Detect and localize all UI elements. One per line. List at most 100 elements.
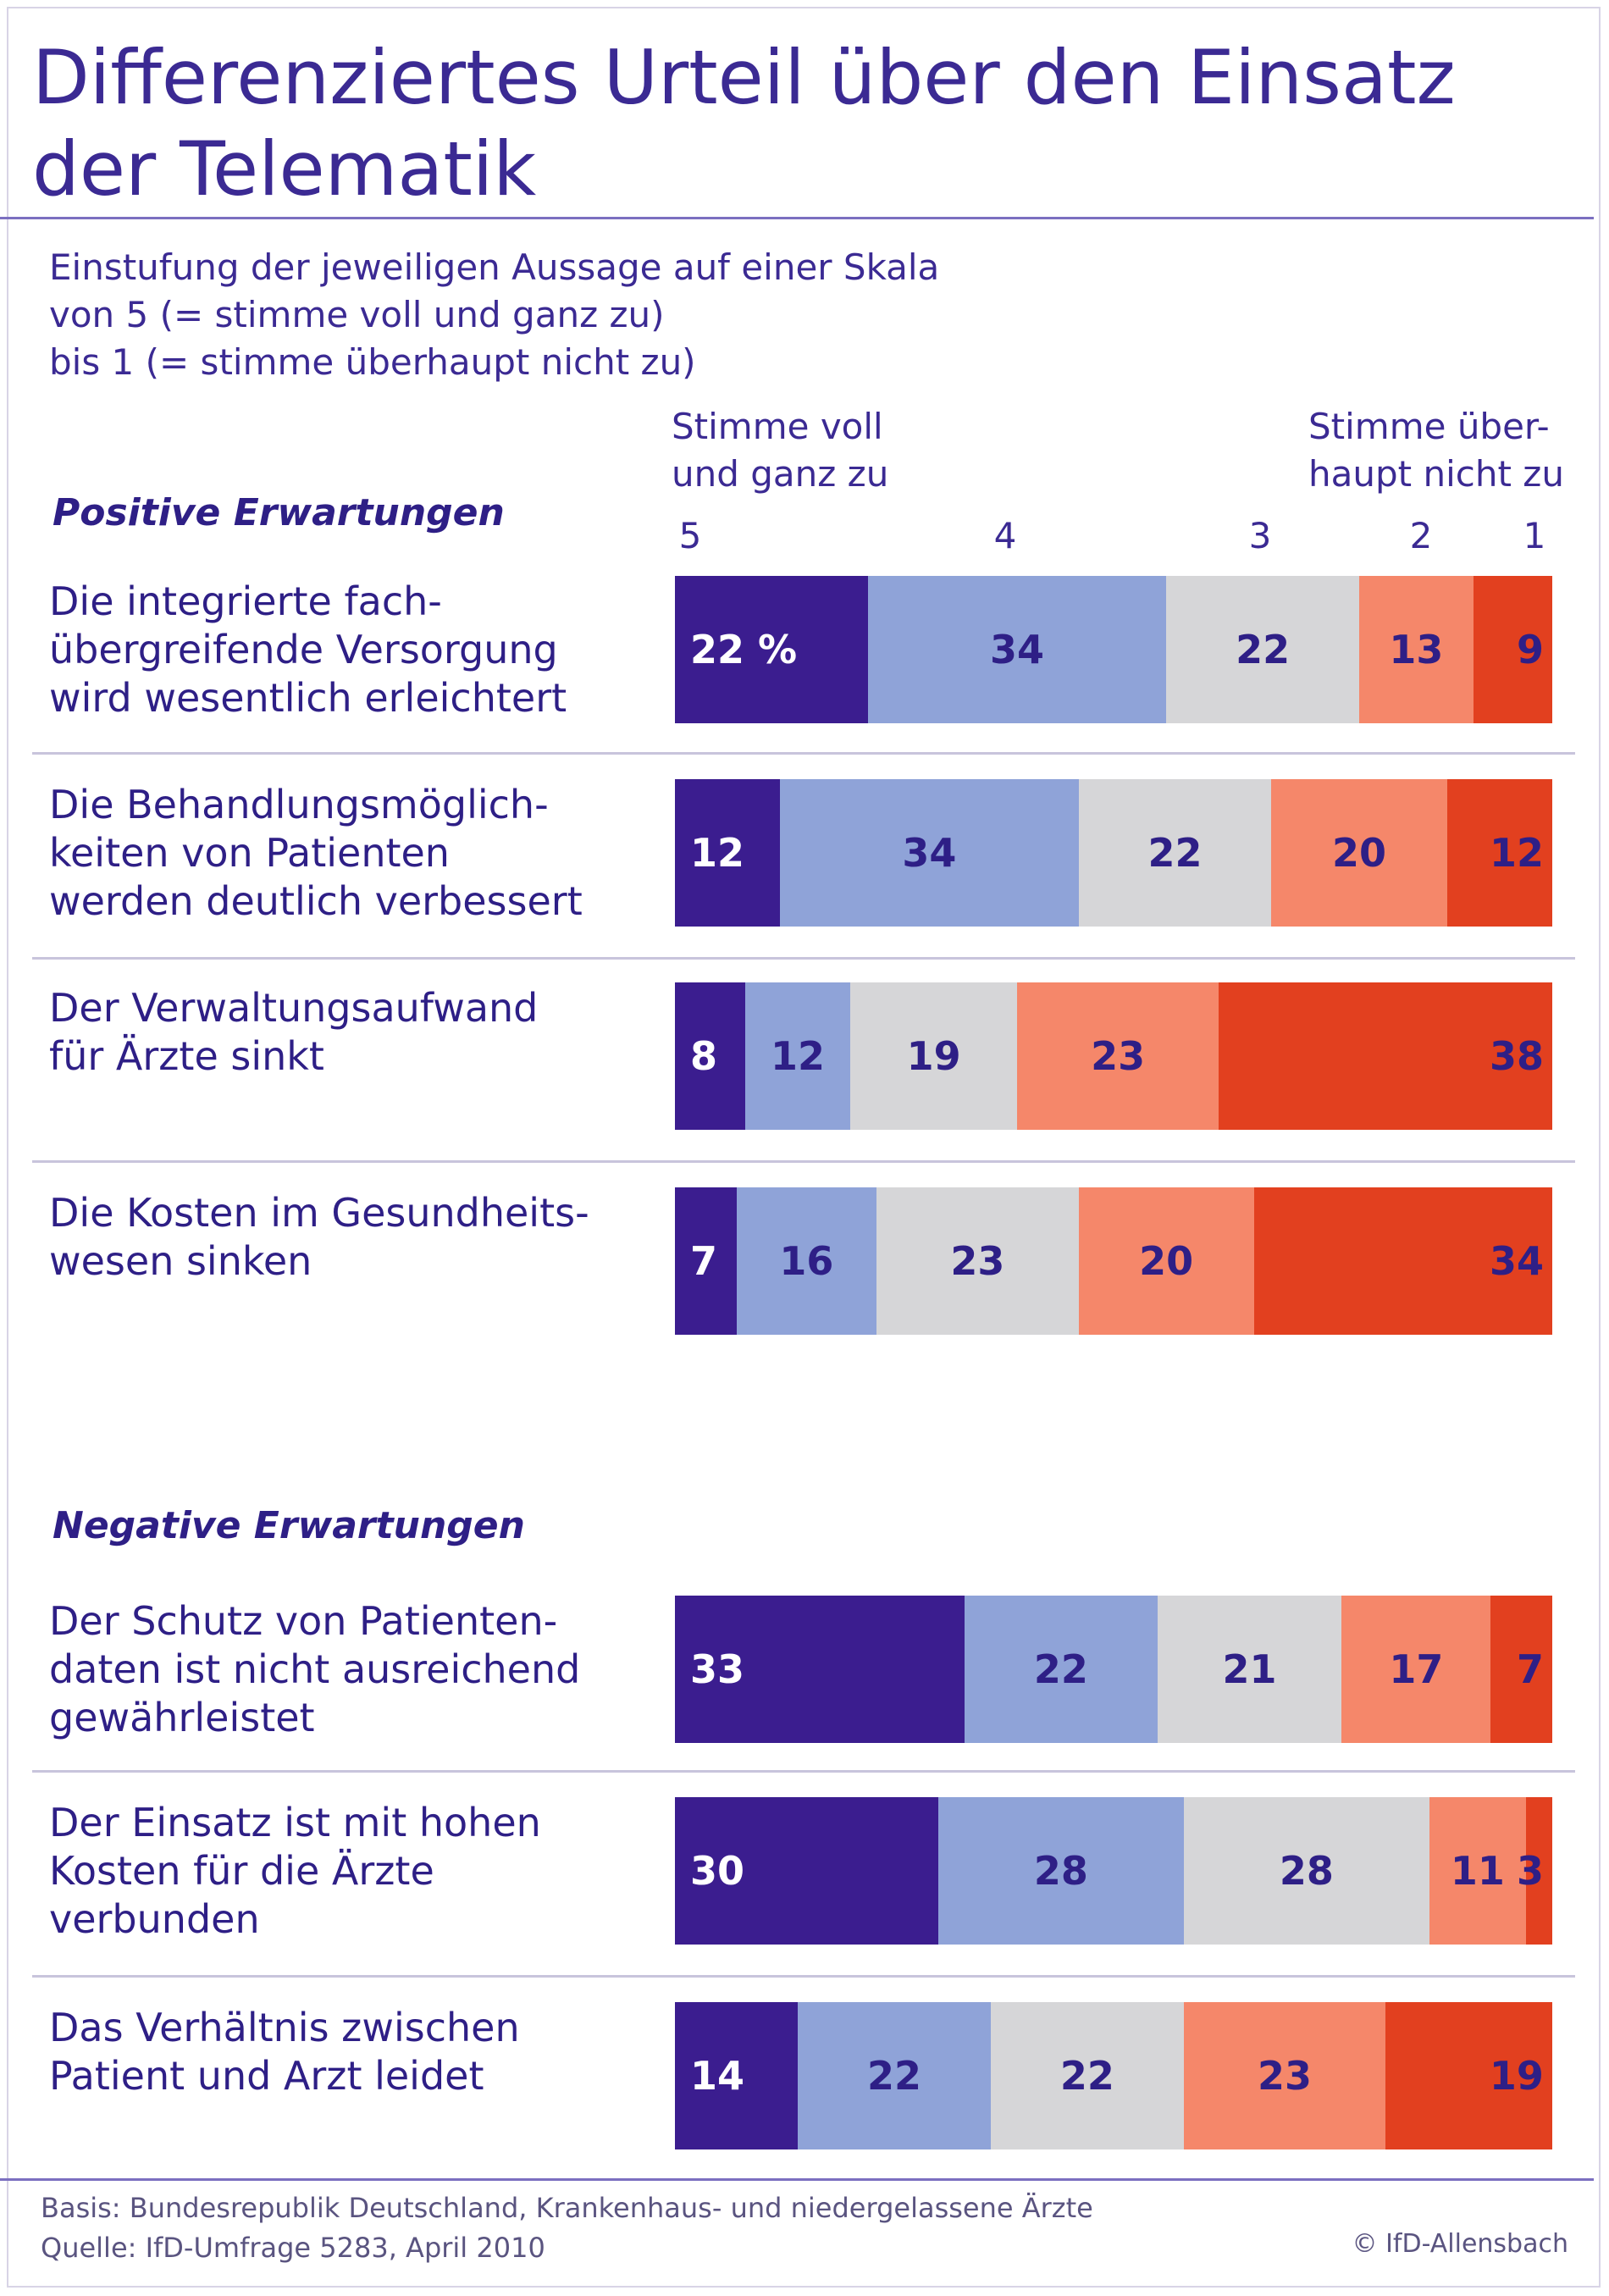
bar-segment-1: 19 (1385, 2002, 1552, 2149)
row-label-line: Der Verwaltungsaufwand (49, 985, 539, 1031)
data-label: 34 (990, 627, 1045, 672)
bar-segment-1: 38 (1219, 982, 1552, 1130)
row-label-line: Die Kosten im Gesundheits- (49, 1190, 589, 1236)
row-label: Die integrierte fach-übergreifende Verso… (49, 578, 659, 722)
bar-segment-5: 12 (675, 779, 781, 927)
bar-segment-1: 12 (1446, 779, 1552, 927)
row-label-line: gewährleistet (49, 1695, 315, 1740)
bar-segment-2: 23 (1183, 2002, 1386, 2149)
footer-basis: Basis: Bundesrepublik Deutschland, Krank… (41, 2192, 1093, 2224)
row-label-line: für Ärzte sinkt (49, 1033, 324, 1079)
row-label: Das Verhältnis zwischen Patient und Arzt … (49, 2004, 659, 2100)
bar-segment-3: 19 (850, 982, 1018, 1130)
data-label: 19 (1489, 2053, 1544, 2099)
row-label: Die Behandlungsmöglich-keiten von Patien… (49, 781, 659, 926)
row-label-line: keiten von Patienten (49, 830, 450, 876)
data-label: 14 (690, 2053, 745, 2099)
data-label: 17 (1389, 1646, 1444, 1692)
stacked-bar: 8 12 19 23 38 (675, 982, 1552, 1130)
scale-number-4: 4 (993, 515, 1017, 556)
bar-segment-4: 12 (744, 982, 851, 1130)
bar-segment-1: 9 (1473, 576, 1552, 723)
data-label: 23 (1091, 1033, 1146, 1079)
scale-number-1: 1 (1523, 515, 1546, 556)
row-label-line: Patient und Arzt leidet (49, 2053, 484, 2099)
scale-right-label-line-2: haupt nicht zu (1308, 453, 1564, 495)
footer-copyright: © IfD-Allensbach (1352, 2229, 1568, 2259)
bar-segment-4: 22 (798, 2002, 991, 2149)
bar-segment-1: 34 (1253, 1187, 1552, 1335)
row-divider (32, 1770, 1575, 1773)
bar-segment-5: 14 (675, 2002, 799, 2149)
bar-segment-2: 20 (1271, 779, 1447, 927)
bar-segment-2: 13 (1359, 576, 1474, 723)
subtitle: Einstufung der jeweiligen Aussage auf ei… (49, 244, 1235, 386)
row-label: Die Kosten im Gesundheits-wesen sinken (49, 1189, 659, 1286)
bar-segment-3: 22 (1078, 779, 1272, 927)
bar-segment-4: 34 (780, 779, 1079, 927)
scale-right-label-line-1: Stimme über- (1308, 406, 1550, 447)
data-label: 3 (1516, 1848, 1544, 1894)
scale-left-label-line-1: Stimme voll (672, 406, 883, 447)
subtitle-line-1: Einstufung der jeweiligen Aussage auf ei… (49, 246, 940, 288)
row-label-line: wird wesentlich erleichtert (49, 675, 567, 721)
scale-left-label: Stimme voll und ganz zu (672, 403, 888, 498)
data-label: 38 (1489, 1033, 1544, 1079)
data-label: 19 (906, 1033, 961, 1079)
bar-segment-3: 22 (1166, 576, 1360, 723)
row-label-line: werden deutlich verbessert (49, 878, 583, 924)
row-label: Der Einsatz ist mit hohen Kosten für die … (49, 1799, 659, 1944)
stacked-bar: 12 34 22 20 12 (675, 779, 1552, 927)
scale-number-2: 2 (1409, 515, 1433, 556)
data-label: 33 (690, 1646, 745, 1692)
scale-number-5: 5 (678, 515, 702, 556)
footer-source: Quelle: IfD-Umfrage 5283, April 2010 (41, 2232, 545, 2264)
data-label: 22 (1147, 830, 1203, 876)
data-label: 16 (779, 1238, 834, 1284)
row-label-line: Die Behandlungsmöglich- (49, 782, 549, 827)
subtitle-line-2: von 5 (= stimme voll und ganz zu) (49, 294, 665, 335)
bar-segment-3: 23 (876, 1187, 1079, 1335)
bar-segment-1: 3 (1517, 1797, 1552, 1945)
data-label: 22 (1236, 627, 1291, 672)
data-label: 8 (690, 1033, 718, 1079)
data-label: 34 (1489, 1238, 1544, 1284)
data-label: 7 (1516, 1646, 1544, 1692)
subtitle-line-3: bis 1 (= stimme überhaupt nicht zu) (49, 341, 696, 383)
row-label-line: Kosten für die Ärzte (49, 1848, 434, 1894)
bar-segment-2: 20 (1078, 1187, 1254, 1335)
bar-segment-4: 34 (867, 576, 1167, 723)
data-label: 22 (1033, 1646, 1088, 1692)
bar-segment-5: 7 (675, 1187, 737, 1335)
data-label: 12 (1489, 830, 1544, 876)
bar-segment-2: 17 (1341, 1596, 1491, 1743)
bar-segment-4: 28 (937, 1797, 1184, 1945)
row-divider (32, 957, 1575, 960)
data-label: 12 (690, 830, 745, 876)
data-label: 22 % (690, 627, 798, 672)
row-label: Der Schutz von Patienten-daten ist nicht… (49, 1597, 659, 1742)
row-label-line: Der Schutz von Patienten- (49, 1598, 558, 1644)
bar-segment-3: 22 (990, 2002, 1184, 2149)
bar-segment-5: 22 % (675, 576, 868, 723)
data-label: 28 (1279, 1848, 1334, 1894)
data-label: 7 (690, 1238, 718, 1284)
bar-segment-4: 16 (736, 1187, 877, 1335)
bar-segment-5: 33 (675, 1596, 965, 1743)
page-title: Differenziertes Urteil über den Einsatz … (32, 34, 1456, 213)
section-positive-title: Positive Erwartungen (53, 491, 505, 534)
stacked-bar: 7 16 23 20 34 (675, 1187, 1552, 1335)
row-divider (32, 752, 1575, 755)
data-label: 21 (1222, 1646, 1277, 1692)
row-label-line: daten ist nicht ausreichend (49, 1646, 581, 1692)
row-label-line: verbunden (49, 1896, 260, 1942)
data-label: 20 (1332, 830, 1387, 876)
bar-segment-5: 30 (675, 1797, 938, 1945)
data-label: 28 (1033, 1848, 1088, 1894)
data-label: 22 (866, 2053, 921, 2099)
data-label: 23 (1257, 2053, 1312, 2099)
bar-segment-5: 8 (675, 982, 745, 1130)
stacked-bar: 33 22 21 17 7 (675, 1596, 1552, 1743)
row-label-line: Die integrierte fach- (49, 578, 442, 624)
bar-segment-3: 28 (1183, 1797, 1429, 1945)
